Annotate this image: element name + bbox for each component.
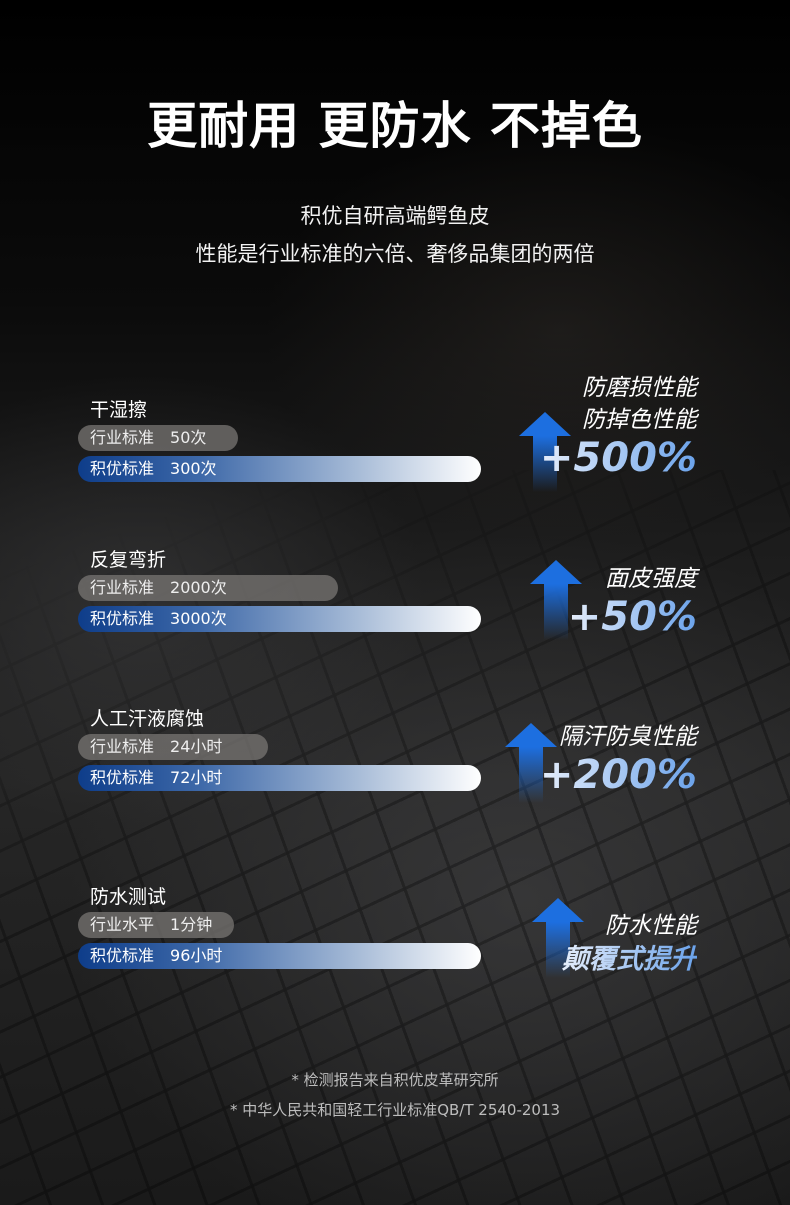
bar-label: 积优标准 <box>90 459 155 478</box>
footnote: * 中华人民共和国轻工行业标准QB/T 2540-2013 <box>229 1101 561 1119</box>
subtitle-line-2: 性能是行业标准的六倍、奢侈品集团的两倍 <box>195 242 595 266</box>
bar-value: 300次 <box>170 459 217 478</box>
jiyou-bar: 积优标准 96小时 <box>78 943 481 969</box>
claim-block: 防水性能 颠覆式提升 <box>562 910 697 978</box>
bar-value: 50次 <box>170 428 207 447</box>
claim-text: 面皮强度 <box>605 566 697 592</box>
footnote: * 检测报告来自积优皮革研究所 <box>291 1071 499 1089</box>
bar-label: 行业水平 <box>90 915 155 934</box>
up-arrow-icon <box>519 412 571 492</box>
jiyou-bar: 积优标准 3000次 <box>78 606 481 632</box>
page-title: 更耐用 更防水 不掉色 <box>147 96 643 155</box>
bar-value: 1分钟 <box>170 915 213 934</box>
jiyou-bar: 积优标准 72小时 <box>78 765 481 791</box>
bar-label: 行业标准 <box>90 578 155 597</box>
group-heading: 反复弯折 <box>90 549 167 571</box>
comparison-repeated-bending: 反复弯折 行业标准 2000次 积优标准 3000次 <box>78 545 718 655</box>
claim-text: 隔汗防臭性能 <box>559 724 697 750</box>
claim-block: 防磨损性能 防掉色性能 +500% <box>540 372 697 480</box>
jiyou-bar: 积优标准 300次 <box>78 456 481 482</box>
bar-value: 24小时 <box>170 737 223 756</box>
industry-bar: 行业标准 2000次 <box>78 575 338 601</box>
group-heading: 干湿擦 <box>90 399 148 421</box>
highlight-value: +50% <box>567 594 697 640</box>
comparison-waterproof-test: 防水测试 行业水平 1分钟 积优标准 96小时 <box>78 882 718 992</box>
bar-label: 积优标准 <box>90 609 155 628</box>
highlight-value: 颠覆式提升 <box>562 942 697 978</box>
claim-block: 面皮强度 +50% <box>568 563 697 639</box>
comparison-sweat-corrosion: 人工汗液腐蚀 行业标准 24小时 积优标准 72小时 <box>78 704 718 814</box>
up-arrow-icon <box>530 560 582 640</box>
highlight-value: +200% <box>539 752 697 798</box>
bar-value: 96小时 <box>170 946 223 965</box>
group-heading: 人工汗液腐蚀 <box>90 708 205 730</box>
claim-text: 防水性能 <box>605 913 697 939</box>
group-heading: 防水测试 <box>90 886 167 908</box>
comparison-dry-wet-rub: 干湿擦 行业标准 50次 积优标准 300次 <box>78 395 718 505</box>
bar-value: 72小时 <box>170 768 223 787</box>
bar-label: 行业标准 <box>90 737 155 756</box>
claim-text: 防掉色性能 <box>582 407 697 433</box>
bar-value: 2000次 <box>170 578 227 597</box>
up-arrow-icon <box>532 898 584 978</box>
up-arrow-icon <box>505 723 557 803</box>
subtitle-line-1: 积优自研高端鳄鱼皮 <box>300 204 490 228</box>
claim-block: 隔汗防臭性能 +200% <box>540 721 697 797</box>
bar-label: 积优标准 <box>90 946 155 965</box>
industry-bar: 行业标准 50次 <box>78 425 238 451</box>
bar-label: 行业标准 <box>90 428 155 447</box>
industry-bar: 行业标准 24小时 <box>78 734 268 760</box>
claim-text: 防磨损性能 <box>582 375 697 401</box>
industry-bar: 行业水平 1分钟 <box>78 912 234 938</box>
bar-value: 3000次 <box>170 609 227 628</box>
bar-label: 积优标准 <box>90 768 155 787</box>
highlight-value: +500% <box>539 435 697 481</box>
